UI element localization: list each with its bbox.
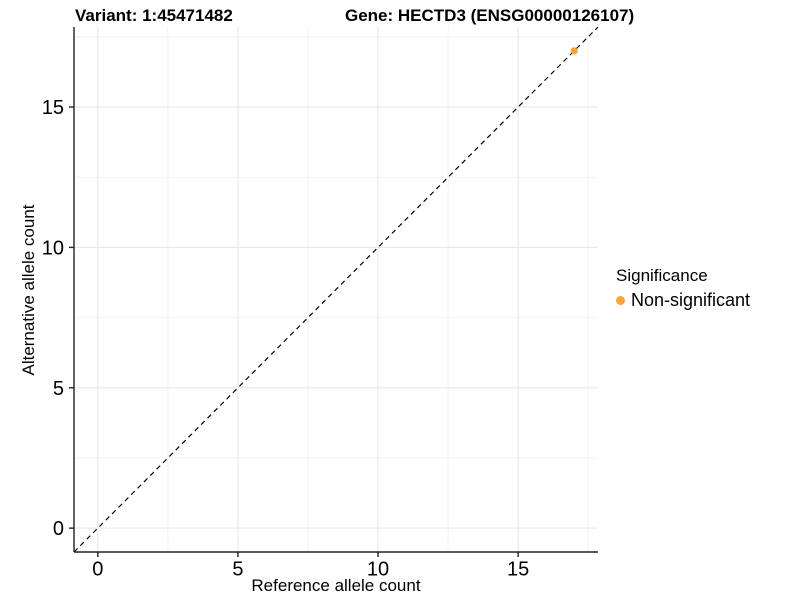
variant-title: Variant: 1:45471482 [75,6,233,25]
legend-point-icon [616,296,625,305]
y-axis-title: Alternative allele count [19,204,38,376]
y-tick-label-10: 10 [42,237,64,259]
y-tick-label-0: 0 [53,518,64,540]
gene-title: Gene: HECTD3 (ENSG00000126107) [345,6,635,25]
legend: Significance Non-significant [616,266,750,311]
x-tick-label-5: 5 [232,559,243,581]
x-tick-label-0: 0 [92,559,103,581]
y-tick-label-15: 15 [42,97,64,119]
legend-item-non-significant: Non-significant [616,290,750,311]
identity-line [73,26,599,553]
legend-item-label: Non-significant [631,290,751,310]
x-tick-label-15: 15 [507,559,529,581]
legend-title: Significance [616,266,708,285]
x-axis-title: Reference allele count [251,576,421,595]
x-tick-label-10: 10 [367,559,389,581]
data-point-non-significant [570,47,578,55]
y-tick-label-5: 5 [53,378,64,400]
